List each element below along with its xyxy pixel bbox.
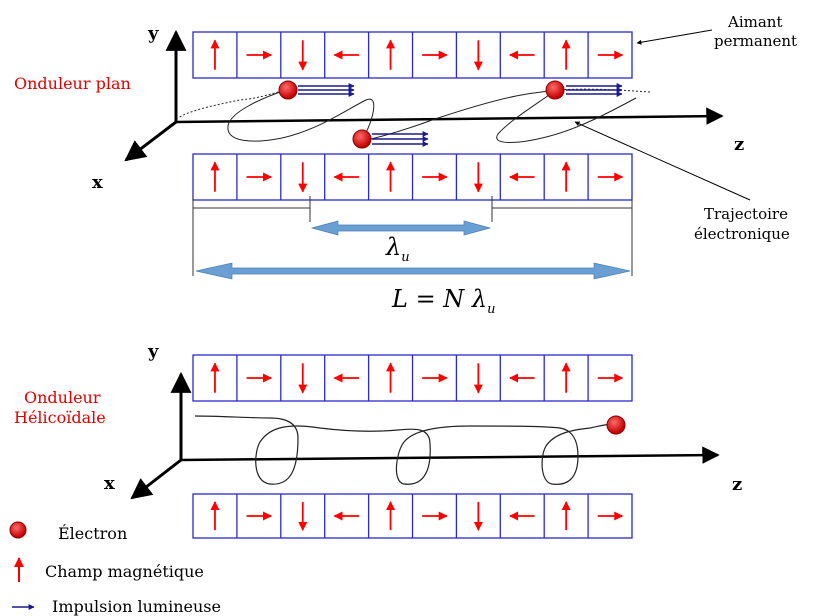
magnet-block-right	[411, 154, 448, 200]
magnet-block-down	[280, 494, 308, 538]
lower-magnet-array	[192, 493, 633, 539]
electron-1	[278, 80, 355, 100]
magnet-block-right	[236, 154, 273, 200]
magnet-block-up	[543, 32, 571, 78]
electron	[606, 415, 626, 435]
magnet-label-line2: permanent	[714, 32, 797, 50]
x-axis	[124, 120, 177, 162]
magnet-block-down	[280, 355, 308, 401]
magnet-block-left	[324, 355, 359, 401]
lower-magnet-array	[192, 153, 633, 201]
legend-electron-label: Électron	[58, 523, 127, 543]
magnet-block-left	[324, 494, 359, 538]
trajectory-label-line1: Trajectoire	[704, 205, 788, 223]
magnet-block-left	[324, 32, 359, 78]
trajectory-pointer	[574, 121, 751, 201]
magnet-block-up	[367, 494, 396, 538]
axis-y-label: y	[147, 341, 159, 362]
light-pulse	[298, 83, 355, 97]
magnet-block-right	[236, 494, 273, 538]
axis-x-label: x	[92, 172, 103, 193]
z-axis	[175, 107, 724, 125]
z-axis	[180, 446, 720, 464]
axis-y-label: y	[147, 23, 159, 44]
legend-pulse: Impulsion lumineuse	[12, 597, 221, 616]
magnet-block-right	[587, 32, 624, 78]
magnet-block-right	[587, 154, 624, 200]
helical-trajectory	[194, 415, 615, 485]
dimension-lines	[192, 196, 633, 276]
magnet-block-down	[455, 154, 483, 200]
magnet-block-up	[367, 355, 396, 401]
magnet-block-down	[280, 154, 308, 200]
helical-undulator: y x z Onduleur Hélicoïdale	[14, 341, 742, 539]
magnet-block-down	[455, 494, 483, 538]
light-pulse	[566, 83, 623, 97]
planar-undulator: y x z Onduleur plan	[14, 13, 797, 317]
trajectory-label-line2: électronique	[694, 225, 790, 243]
magnet-block-right	[236, 355, 273, 401]
legend-pulse-label: Impulsion lumineuse	[52, 597, 221, 616]
magnet-block-right	[587, 355, 624, 401]
axis-x-label: x	[104, 473, 115, 494]
length-label: L = N λu	[391, 285, 496, 317]
magnet-block-right	[411, 355, 448, 401]
magnet-block-up	[543, 154, 571, 200]
light-pulse	[372, 131, 429, 147]
electron-2	[352, 129, 429, 149]
magnet-block-up	[367, 32, 396, 78]
legend: Électron Champ magnétique Impulsion lumi…	[9, 521, 221, 616]
electron-3	[545, 80, 623, 100]
magnet-block-down	[455, 355, 483, 401]
magnet-block-up	[543, 355, 571, 401]
legend-electron: Électron	[9, 521, 127, 543]
upper-magnet-array	[192, 31, 633, 79]
axis-z-label: z	[732, 474, 742, 495]
electron-icon	[9, 521, 27, 539]
planar-title: Onduleur plan	[14, 74, 131, 93]
magnet-block-right	[236, 32, 273, 78]
magnet-label-line1: Aimant	[727, 13, 783, 31]
helical-title-line1: Onduleur	[24, 388, 101, 407]
period-arrow	[310, 220, 492, 236]
magnet-block-left	[324, 154, 359, 200]
magnet-block-left	[499, 355, 535, 401]
period-label: λu	[385, 233, 410, 265]
axis-z-label: z	[734, 134, 744, 155]
length-arrow	[195, 262, 631, 280]
magnet-block-up	[543, 494, 571, 538]
magnet-block-left	[499, 32, 535, 78]
magnet-block-down	[455, 32, 483, 78]
helical-title-line2: Hélicoïdale	[14, 408, 106, 427]
magnet-block-right	[411, 494, 448, 538]
magnet-block-right	[587, 494, 624, 538]
upper-magnet-array	[192, 354, 633, 402]
magnet-block-right	[411, 32, 448, 78]
x-axis	[130, 458, 182, 500]
legend-field-label: Champ magnétique	[45, 562, 204, 581]
magnet-block-left	[499, 494, 535, 538]
magnet-block-down	[280, 32, 308, 78]
magnet-block-left	[499, 154, 535, 200]
magnet-pointer	[636, 29, 713, 45]
magnet-block-up	[367, 154, 396, 200]
legend-field: Champ magnétique	[14, 557, 204, 582]
